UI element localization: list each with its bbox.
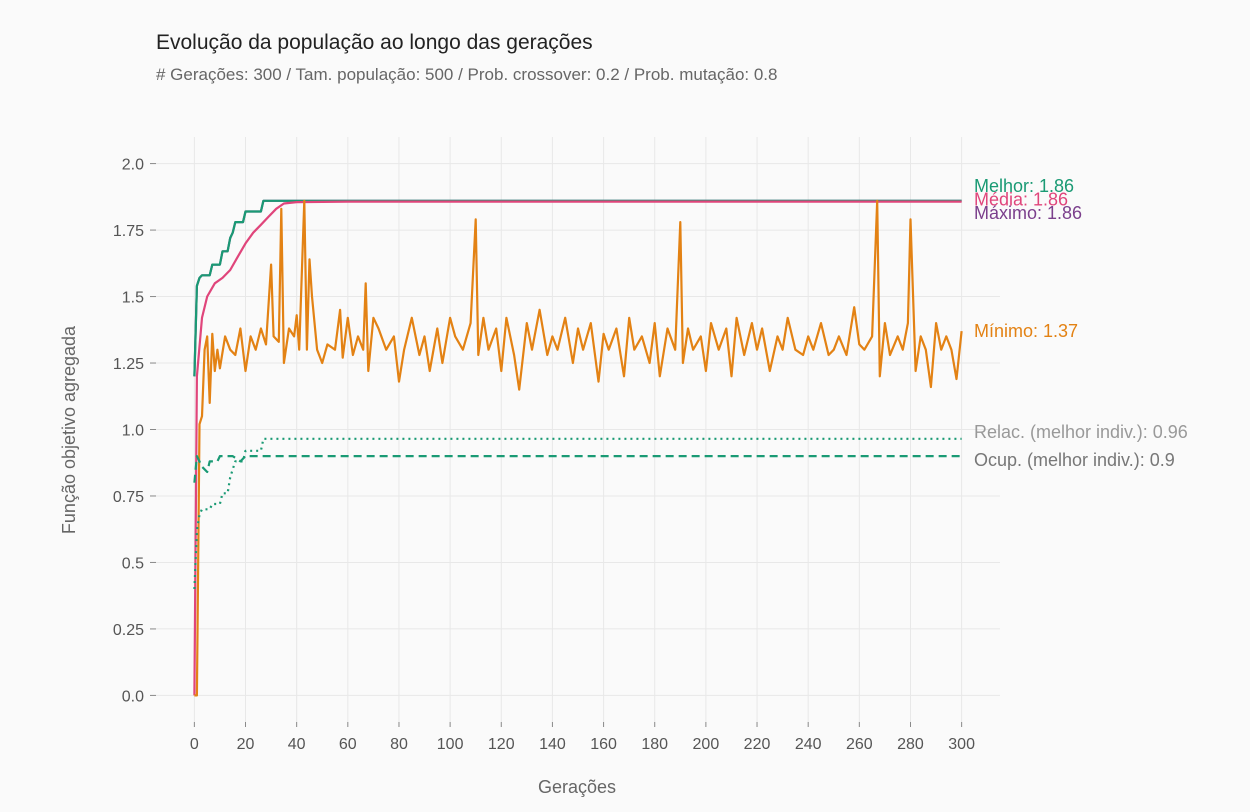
y-tick-label: 1.75 (113, 223, 144, 240)
series-line (193, 437, 962, 590)
x-tick-label: 140 (539, 736, 566, 753)
x-tick-label: 260 (846, 736, 873, 753)
y-axis-label: Função objetivo agregada (59, 325, 79, 534)
x-tick-label: 300 (948, 736, 975, 753)
series-end-label: Melhor: 1.86 (974, 176, 1074, 196)
series-end-label: Ocup. (melhor indiv.): 0.9 (974, 450, 1175, 470)
y-tick-label: 2.0 (122, 157, 144, 174)
x-tick-label: 160 (590, 736, 617, 753)
y-tick-label: 1.0 (122, 423, 144, 440)
series-end-label: Média: 1.86 (974, 189, 1068, 209)
y-tick-label: 0.75 (113, 489, 144, 506)
x-tick-label: 200 (693, 736, 720, 753)
x-tick-label: 20 (237, 736, 255, 753)
y-tick-label: 1.5 (122, 290, 144, 307)
chart-title: Evolução da população ao longo das geraç… (156, 31, 593, 54)
x-tick-label: 120 (488, 736, 515, 753)
x-axis-label: Gerações (538, 777, 616, 797)
y-tick-label: 0.0 (122, 688, 144, 705)
y-tick-label: 0.25 (113, 622, 144, 639)
x-tick-label: 60 (339, 736, 357, 753)
series-line (194, 199, 963, 697)
x-tick-label: 180 (641, 736, 668, 753)
series-end-label: Mínimo: 1.37 (974, 321, 1078, 341)
y-tick-label: 0.5 (122, 555, 144, 572)
x-tick-label: 280 (897, 736, 924, 753)
series-end-label: Máximo: 1.86 (974, 203, 1082, 223)
chart-subtitle: # Gerações: 300 / Tam. população: 500 / … (156, 65, 777, 84)
x-tick-label: 240 (795, 736, 822, 753)
x-tick-label: 80 (390, 736, 408, 753)
series-end-label: Relac. (melhor indiv.): 0.96 (974, 422, 1188, 442)
x-tick-label: 40 (288, 736, 306, 753)
y-tick-label: 1.25 (113, 356, 144, 373)
series-line (193, 455, 962, 483)
series-line (193, 199, 962, 377)
plot-area: 0 20 40 60 80 100 120 140 160 180 200 220 240 260 280 3… (113, 137, 1188, 753)
x-tick-label: 100 (437, 736, 464, 753)
x-tick-label: 0 (190, 736, 199, 753)
x-tick-label: 220 (744, 736, 771, 753)
